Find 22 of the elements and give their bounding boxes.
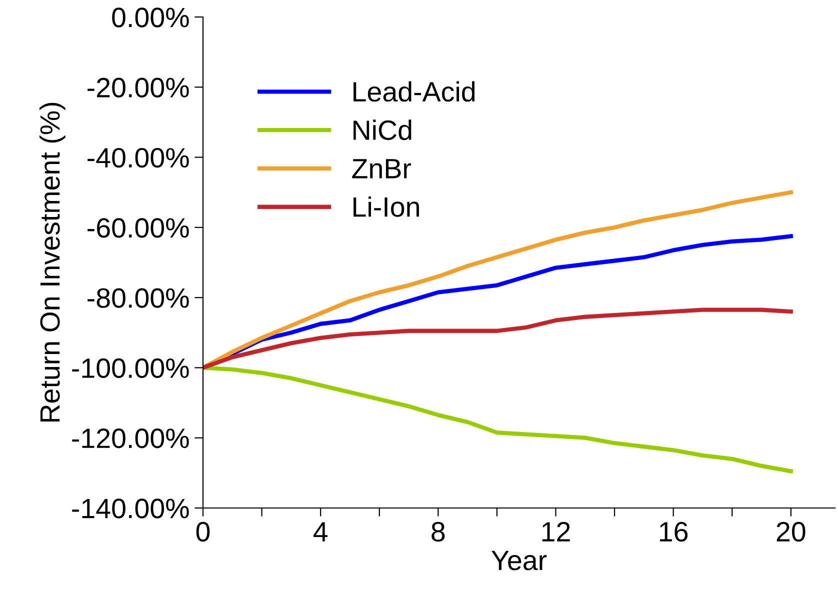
- x-tick-label: 4: [313, 522, 328, 542]
- y-axis-title: Return On Investment (%): [39, 102, 66, 422]
- x-axis-title: Year: [492, 550, 547, 570]
- x-tick-label: 20: [776, 522, 806, 542]
- legend-label: Lead-Acid: [354, 81, 475, 102]
- x-tick-label: 0: [196, 522, 210, 542]
- x-tick-label: 16: [660, 522, 688, 542]
- y-tick-label: -80.00%: [88, 288, 189, 308]
- legend-label: ZnBr: [352, 159, 411, 178]
- y-tick-label: -60.00%: [88, 218, 189, 238]
- legend-label: NiCd: [354, 120, 412, 140]
- line-series: [203, 308, 793, 370]
- y-tick-label: -120.00%: [72, 428, 189, 448]
- y-tick-label: -20.00%: [88, 78, 189, 98]
- y-tick-label: -40.00%: [88, 148, 189, 168]
- y-tick-label: 0.00%: [112, 8, 189, 28]
- legend-label: Li-Ion: [354, 196, 419, 217]
- line-series: [203, 366, 793, 474]
- y-tick-label: -140.00%: [72, 498, 189, 518]
- x-tick-label: 12: [542, 522, 570, 542]
- x-tick-label: 8: [432, 522, 445, 542]
- y-tick-label: -100.00%: [72, 358, 189, 378]
